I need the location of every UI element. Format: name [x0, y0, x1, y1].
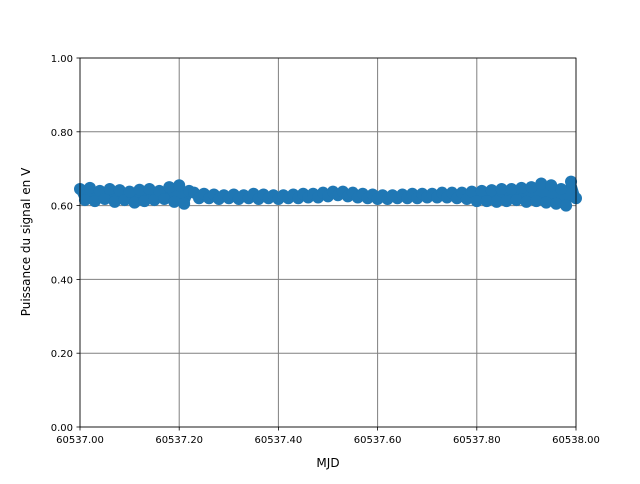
data-point	[490, 195, 503, 208]
x-tick-label: 60537.20	[155, 435, 203, 446]
data-point	[128, 196, 141, 209]
data-point	[535, 177, 548, 190]
y-tick-label: 0.60	[51, 202, 73, 213]
y-tick-label: 1.00	[51, 54, 73, 65]
data-point	[158, 192, 171, 205]
data-point	[113, 184, 126, 197]
data-point	[545, 179, 558, 192]
x-tick-label: 60537.80	[453, 435, 501, 446]
y-axis-label: Puissance du signal en V	[19, 167, 33, 316]
data-point	[173, 179, 186, 192]
data-point	[83, 181, 96, 194]
data-point	[103, 182, 116, 195]
x-axis-label: MJD	[316, 456, 339, 470]
data-point	[163, 181, 176, 194]
data-point	[550, 197, 563, 210]
data-point	[123, 185, 136, 198]
x-tick-label: 60537.40	[255, 435, 303, 446]
data-point	[148, 194, 161, 207]
data-point	[525, 181, 538, 194]
data-point	[510, 194, 523, 207]
grid	[79, 57, 577, 428]
data-point	[560, 199, 573, 212]
x-tick-label: 60537.00	[56, 435, 104, 446]
data-point	[475, 184, 488, 197]
data-point	[500, 195, 513, 208]
x-tick-label: 60538.00	[552, 435, 600, 446]
data-point	[470, 195, 483, 208]
axis-ticks: 60537.00 60537.20 60537.40 60537.60 60537.80…	[51, 54, 600, 446]
data-point	[138, 195, 151, 208]
data-point	[565, 175, 578, 188]
data-point	[178, 197, 191, 210]
data-point	[98, 192, 111, 205]
data-point	[133, 183, 146, 196]
y-tick-label: 0.20	[51, 349, 73, 360]
y-tick-label: 0.40	[51, 275, 73, 286]
data-point	[540, 196, 553, 209]
x-tick-label: 60537.60	[354, 435, 402, 446]
data-point	[108, 195, 121, 208]
data-point	[530, 195, 543, 208]
data-point	[520, 195, 533, 208]
data-point	[515, 181, 528, 194]
plot-frame	[79, 57, 577, 428]
data-point	[88, 195, 101, 208]
data-point	[480, 195, 493, 208]
y-tick-label: 0.80	[51, 128, 73, 139]
data-point	[555, 182, 568, 195]
data-point	[485, 184, 498, 197]
y-tick-label: 0.00	[51, 423, 73, 434]
data-point	[505, 182, 518, 195]
data-point	[495, 182, 508, 195]
data-points	[74, 175, 582, 212]
data-point	[465, 185, 478, 198]
data-point	[78, 194, 91, 207]
data-point	[168, 195, 181, 208]
data-point	[143, 182, 156, 195]
